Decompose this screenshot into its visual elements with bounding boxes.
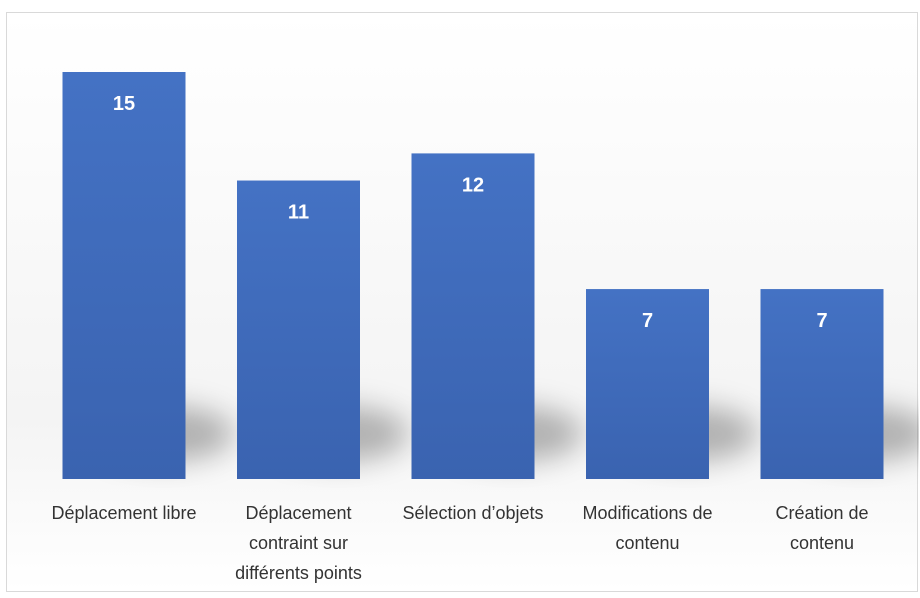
bar [411, 153, 535, 479]
data-label: 7 [642, 310, 653, 332]
category-label-line: différents points [235, 563, 362, 583]
category-label-line: Modifications de [582, 503, 712, 523]
bar [586, 289, 709, 479]
category-label: Déplacement libre [51, 503, 196, 523]
bar [237, 180, 360, 480]
data-label: 7 [816, 310, 827, 332]
category-label: Modifications de contenu [582, 503, 712, 553]
category-label: Déplacement contraint sur différents point… [235, 503, 362, 583]
bar-chart: 15 11 12 7 7 Déplacement libre Déplacement con… [51, 72, 920, 583]
category-label-line: Déplacement [245, 503, 351, 523]
data-label: 15 [113, 93, 135, 115]
category-label-line: Déplacement libre [51, 503, 196, 523]
category-label-line: contraint sur [249, 533, 348, 553]
category-label-line: contenu [790, 533, 854, 553]
category-labels-group: Déplacement libre Déplacement contraint su… [51, 503, 868, 583]
bar [760, 289, 884, 479]
value-labels-group: 15 11 12 7 7 [113, 93, 828, 332]
category-label: Sélection d’objets [402, 503, 543, 523]
category-label-line: contenu [615, 533, 679, 553]
bar [62, 72, 186, 479]
category-label-line: Sélection d’objets [402, 503, 543, 523]
data-label: 12 [462, 174, 484, 196]
category-label: Création de contenu [775, 503, 868, 553]
category-label-line: Création de [775, 503, 868, 523]
chart-area: 15 11 12 7 7 Déplacement libre Déplacement con… [6, 12, 920, 592]
data-label: 11 [288, 202, 309, 224]
bars-group [62, 72, 884, 480]
